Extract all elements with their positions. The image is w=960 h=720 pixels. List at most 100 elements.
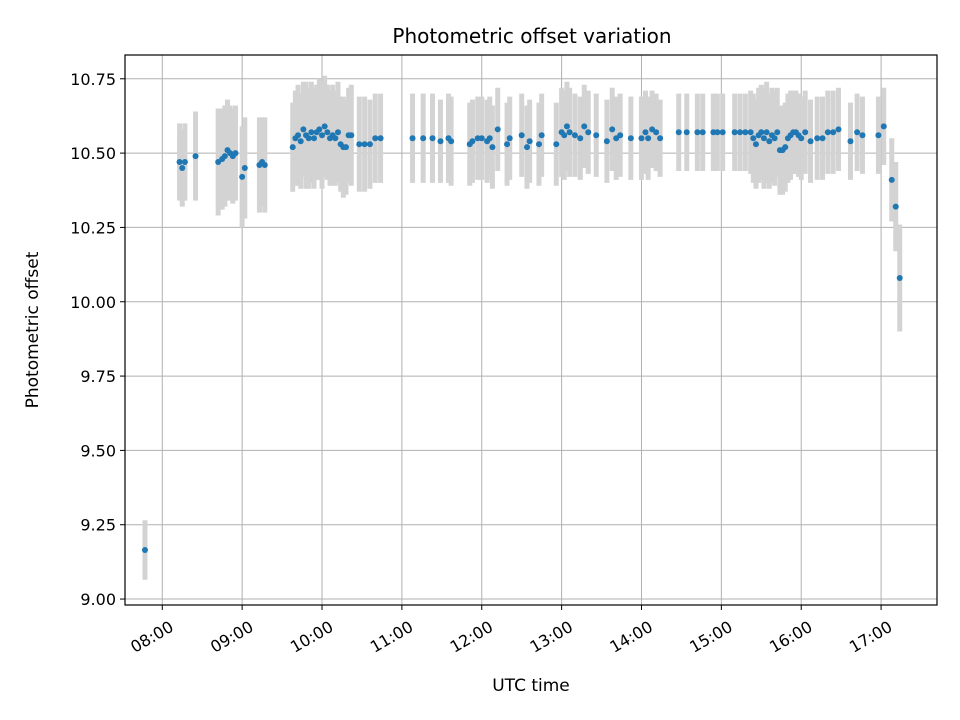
data-point xyxy=(859,132,866,139)
data-point xyxy=(638,135,645,142)
data-point xyxy=(504,141,511,148)
data-point xyxy=(289,144,296,151)
data-point xyxy=(297,138,304,145)
data-point xyxy=(617,132,624,139)
data-point xyxy=(807,138,814,145)
y-tick-label: 10.25 xyxy=(70,218,116,237)
data-point xyxy=(571,132,578,139)
data-point xyxy=(714,129,721,136)
data-point xyxy=(241,164,248,171)
data-point xyxy=(448,138,455,145)
y-tick-label: 10.75 xyxy=(70,70,116,89)
data-point xyxy=(802,129,809,136)
data-point xyxy=(577,135,584,142)
data-point xyxy=(221,153,228,160)
data-point xyxy=(747,129,754,136)
plot-area-frame xyxy=(124,54,938,606)
data-point xyxy=(319,132,326,139)
data-point xyxy=(469,138,476,145)
data-point xyxy=(581,123,588,130)
data-point xyxy=(324,129,331,136)
data-point xyxy=(179,164,186,171)
y-tick-label: 9.75 xyxy=(80,367,116,386)
data-point xyxy=(645,135,652,142)
data-point xyxy=(300,126,307,133)
data-point xyxy=(675,129,682,136)
data-point xyxy=(563,123,570,130)
y-tick-label: 9.25 xyxy=(80,516,116,535)
data-point xyxy=(880,123,887,130)
data-point xyxy=(593,132,600,139)
data-point xyxy=(334,129,341,136)
data-point xyxy=(609,126,616,133)
data-point xyxy=(366,141,373,148)
data-point xyxy=(321,123,328,130)
data-point xyxy=(141,547,148,553)
data-point xyxy=(653,129,660,136)
data-point xyxy=(332,135,339,142)
data-point xyxy=(736,129,743,136)
y-axis-label: Photometric offset xyxy=(23,251,43,408)
data-point xyxy=(854,129,861,136)
data-point xyxy=(847,138,854,145)
data-point xyxy=(494,126,501,133)
data-point xyxy=(377,135,384,142)
data-point xyxy=(348,132,355,139)
data-point xyxy=(750,135,757,142)
data-point xyxy=(798,135,805,142)
data-point xyxy=(311,135,318,142)
data-point xyxy=(489,144,496,151)
data-point xyxy=(356,141,363,148)
data-point xyxy=(752,141,759,148)
data-point xyxy=(763,129,770,136)
data-point xyxy=(316,126,323,133)
data-point xyxy=(782,144,789,151)
data-point xyxy=(538,132,545,139)
data-point xyxy=(535,141,542,148)
data-point xyxy=(657,135,664,142)
data-point xyxy=(361,141,368,148)
y-tick-label: 10.50 xyxy=(70,144,116,163)
data-point xyxy=(192,153,199,160)
data-point xyxy=(875,132,882,139)
data-point xyxy=(760,135,767,142)
data-point xyxy=(420,135,427,142)
data-point xyxy=(896,274,903,281)
data-point xyxy=(819,135,826,142)
data-point xyxy=(742,129,749,136)
y-tick-label: 9.50 xyxy=(80,441,116,460)
data-point xyxy=(603,138,610,145)
data-point xyxy=(766,138,773,145)
data-point xyxy=(814,135,821,142)
data-points xyxy=(141,123,903,553)
data-point xyxy=(409,135,416,142)
data-point xyxy=(486,135,493,142)
data-point xyxy=(526,138,533,145)
data-point xyxy=(342,144,349,151)
data-point xyxy=(429,135,436,142)
data-point xyxy=(774,129,781,136)
data-point xyxy=(694,129,701,136)
data-point xyxy=(892,203,899,210)
data-point xyxy=(888,176,895,183)
data-point xyxy=(642,129,649,136)
chart-title: Photometric offset variation xyxy=(392,24,671,48)
data-point xyxy=(261,162,268,168)
data-point xyxy=(585,129,592,136)
data-point xyxy=(372,135,379,142)
data-point xyxy=(239,173,246,180)
data-point xyxy=(627,135,634,142)
data-point xyxy=(561,132,568,139)
data-point xyxy=(176,159,183,166)
data-point xyxy=(478,135,485,142)
data-point xyxy=(308,129,315,136)
data-point xyxy=(553,141,560,148)
data-point xyxy=(824,129,831,136)
data-point xyxy=(830,129,837,136)
data-point xyxy=(437,138,444,145)
data-point xyxy=(835,126,842,133)
data-point xyxy=(305,135,312,142)
data-point xyxy=(771,135,778,142)
data-point xyxy=(506,135,513,142)
data-point xyxy=(295,132,302,139)
